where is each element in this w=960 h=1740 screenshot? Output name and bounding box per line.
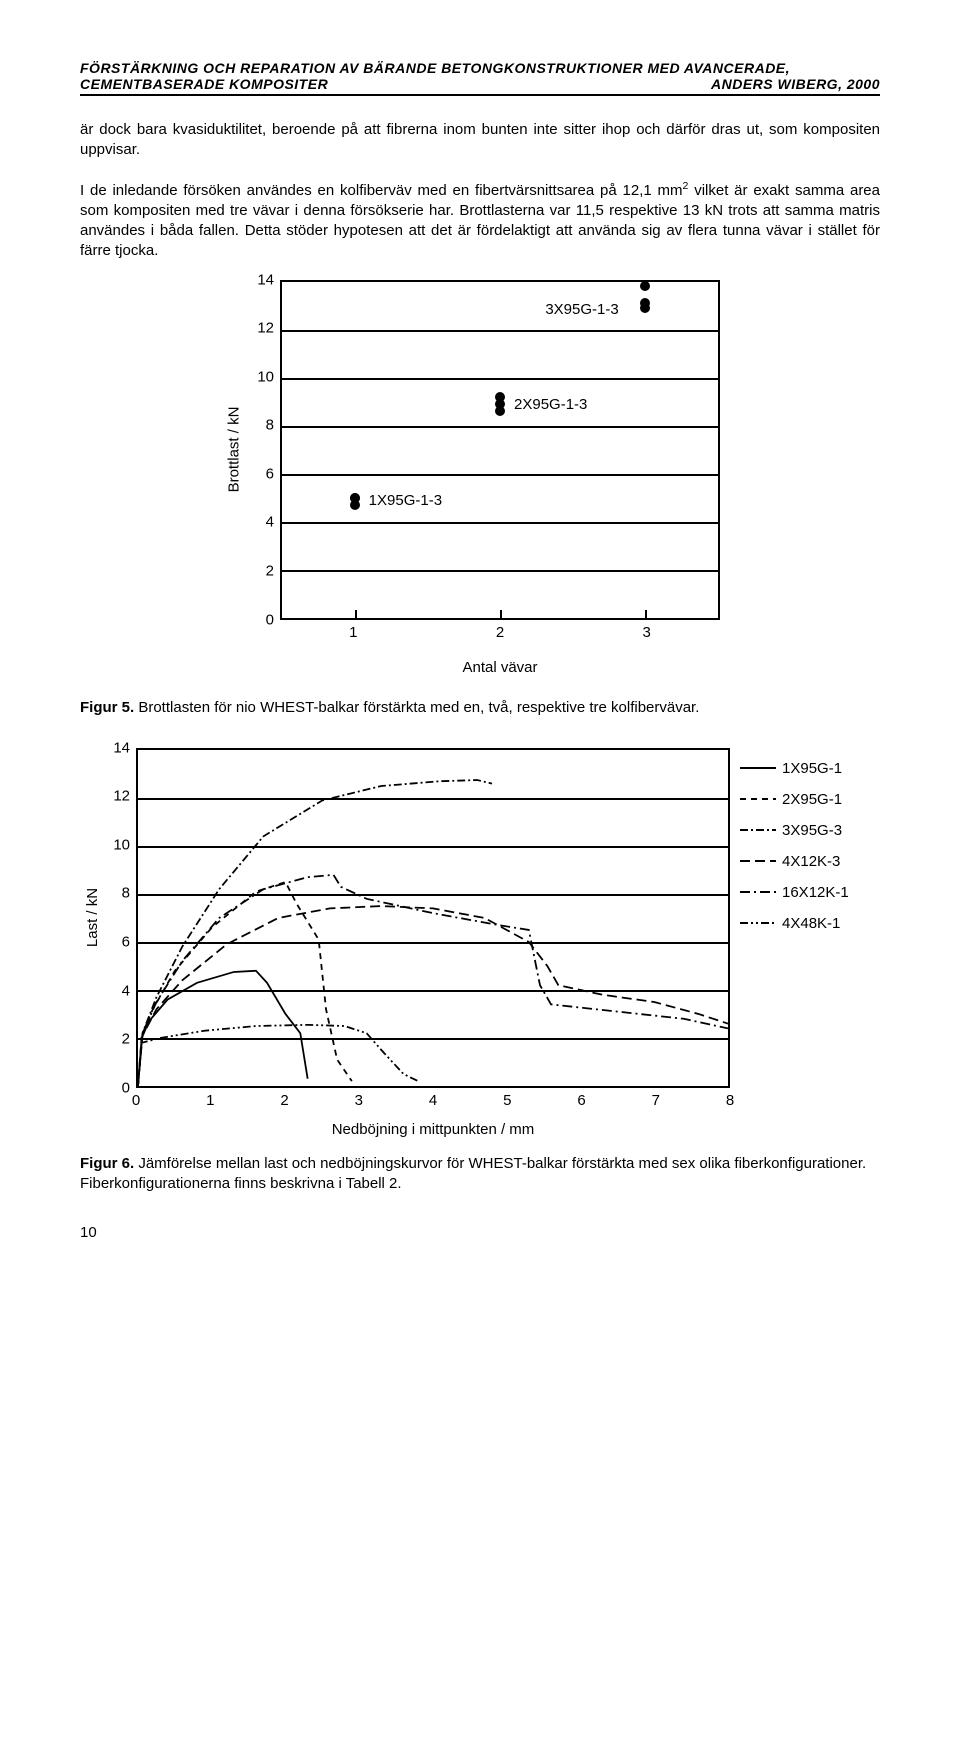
figure-5: Brottlast / kN 02468101214 1X95G-1-32X95… <box>80 280 880 680</box>
fig6-legend-label: 16X12K-1 <box>782 884 849 901</box>
fig6-xlabel: Nedböjning i mittpunkten / mm <box>136 1121 730 1138</box>
fig6-ytick: 12 <box>113 788 130 805</box>
fig6-legend-swatch <box>740 792 776 806</box>
fig6-xtick: 3 <box>355 1092 363 1109</box>
fig6-ytick: 2 <box>122 1031 130 1048</box>
fig5-point-label: 2X95G-1-3 <box>514 396 587 413</box>
fig6-curve <box>138 1025 418 1086</box>
fig5-caption: Figur 5. Brottlasten för nio WHEST-balka… <box>80 698 880 718</box>
paragraph-2: I de inledande försöken användes en kolf… <box>80 179 880 262</box>
fig6-legend-label: 2X95G-1 <box>782 791 842 808</box>
fig6-legend-swatch <box>740 885 776 899</box>
fig5-ytick: 4 <box>266 514 274 531</box>
fig6-legend-item: 16X12K-1 <box>740 884 880 901</box>
paragraph-2a: I de inledande försöken användes en kolf… <box>80 182 683 199</box>
fig5-ytick: 0 <box>266 611 274 628</box>
fig5-xtick: 2 <box>496 624 504 641</box>
fig6-xtick: 4 <box>429 1092 437 1109</box>
fig6-curve <box>138 882 352 1086</box>
header-author: ANDERS WIBERG, 2000 <box>711 76 880 92</box>
fig6-legend-item: 3X95G-3 <box>740 822 880 839</box>
fig6-xtick: 1 <box>206 1092 214 1109</box>
fig6-xtick: 0 <box>132 1092 140 1109</box>
fig5-point <box>350 493 360 503</box>
fig6-legend-swatch <box>740 854 776 868</box>
header-title-line2: CEMENTBASERADE KOMPOSITER <box>80 76 328 92</box>
fig6-xtick: 5 <box>503 1092 511 1109</box>
fig5-ytick: 2 <box>266 562 274 579</box>
fig6-ytick: 8 <box>122 885 130 902</box>
fig6-xtick: 2 <box>280 1092 288 1109</box>
fig5-point-label: 3X95G-1-3 <box>545 301 618 318</box>
fig6-plot-area <box>136 748 730 1088</box>
fig6-legend-label: 4X12K-3 <box>782 853 840 870</box>
header-title-line1: FÖRSTÄRKNING OCH REPARATION AV BÄRANDE B… <box>80 60 790 76</box>
page-number: 10 <box>80 1224 880 1241</box>
fig6-ytick: 0 <box>122 1079 130 1096</box>
fig6-xtick: 7 <box>652 1092 660 1109</box>
fig6-legend-swatch <box>740 823 776 837</box>
fig5-caption-rest: Brottlasten för nio WHEST-balkar förstär… <box>134 699 699 716</box>
fig6-legend-swatch <box>740 761 776 775</box>
fig6-legend-item: 1X95G-1 <box>740 760 880 777</box>
fig5-xtick: 1 <box>349 624 357 641</box>
fig6-legend-item: 2X95G-1 <box>740 791 880 808</box>
fig6-caption: Figur 6. Jämförelse mellan last och nedb… <box>80 1154 880 1195</box>
fig6-legend: 1X95G-1 2X95G-1 3X95G-3 4X12K-3 16X12K-1 4X48… <box>740 760 880 946</box>
fig5-point-label: 1X95G-1-3 <box>369 492 442 509</box>
fig5-xtick: 3 <box>642 624 650 641</box>
fig6-ytick: 6 <box>122 934 130 951</box>
fig6-legend-label: 1X95G-1 <box>782 760 842 777</box>
fig5-xlabel: Antal vävar <box>280 659 720 676</box>
figure-6: Last / kN 02468101214 1X95G-12X95G-13X95… <box>80 748 880 1138</box>
fig5-plot-area: 1X95G-1-3 2X95G-1-3 3X95G-1-3 <box>280 280 720 620</box>
paragraph-1: är dock bara kvasiduktilitet, beroende p… <box>80 120 880 161</box>
fig6-legend-label: 4X48K-1 <box>782 915 840 932</box>
fig5-ytick: 14 <box>257 271 274 288</box>
fig6-curve <box>138 906 728 1086</box>
fig6-caption-rest: Jämförelse mellan last och nedböjningsku… <box>80 1155 866 1192</box>
fig6-xtick: 6 <box>577 1092 585 1109</box>
fig6-legend-swatch <box>740 916 776 930</box>
fig5-ytick: 12 <box>257 320 274 337</box>
fig6-ytick: 10 <box>113 836 130 853</box>
fig6-curve <box>138 875 728 1086</box>
fig6-ylabel: Last / kN <box>80 748 106 1088</box>
fig6-caption-prefix: Figur 6. <box>80 1155 134 1172</box>
fig6-legend-label: 3X95G-3 <box>782 822 842 839</box>
page-header: FÖRSTÄRKNING OCH REPARATION AV BÄRANDE B… <box>80 60 880 96</box>
fig6-legend-item: 4X12K-3 <box>740 853 880 870</box>
fig6-xtick: 8 <box>726 1092 734 1109</box>
fig5-point <box>640 281 650 291</box>
fig5-ytick: 6 <box>266 465 274 482</box>
fig5-caption-prefix: Figur 5. <box>80 699 134 716</box>
fig5-point <box>640 298 650 308</box>
fig5-ylabel: Brottlast / kN <box>220 280 248 620</box>
fig6-ytick: 4 <box>122 982 130 999</box>
fig5-point <box>495 392 505 402</box>
fig6-ytick: 14 <box>113 739 130 756</box>
fig5-ytick: 8 <box>266 417 274 434</box>
fig5-ytick: 10 <box>257 368 274 385</box>
fig6-legend-item: 4X48K-1 <box>740 915 880 932</box>
